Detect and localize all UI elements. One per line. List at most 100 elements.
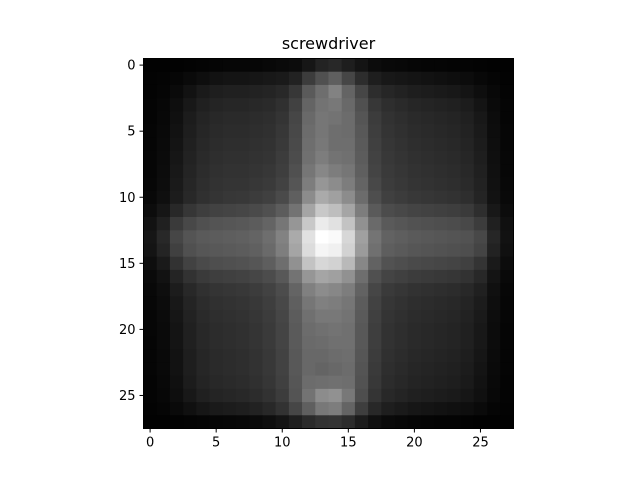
- heatmap-cell: [262, 124, 277, 139]
- heatmap-cell: [275, 151, 290, 165]
- heatmap-cell: [341, 269, 356, 284]
- heatmap-cell: [222, 256, 237, 271]
- heatmap-cell: [341, 190, 356, 205]
- heatmap-cell: [249, 58, 263, 73]
- heatmap-cell: [407, 230, 422, 244]
- heatmap-cell: [275, 349, 290, 363]
- heatmap-cell: [394, 58, 409, 73]
- heatmap-cell: [209, 283, 224, 297]
- heatmap-cell: [236, 84, 250, 99]
- heatmap-cell: [143, 230, 158, 244]
- heatmap-cell: [341, 388, 356, 403]
- heatmap-cell: [394, 362, 409, 377]
- heatmap-cell: [315, 84, 329, 99]
- heatmap-cell: [209, 217, 224, 231]
- heatmap-cell: [236, 269, 250, 284]
- heatmap-cell: [354, 375, 369, 390]
- heatmap-cell: [460, 256, 475, 271]
- heatmap-cell: [434, 98, 448, 112]
- heatmap-cell: [368, 203, 382, 218]
- heatmap-cell: [407, 309, 422, 324]
- heatmap-cell: [209, 98, 224, 112]
- heatmap-cell: [315, 230, 329, 244]
- heatmap-cell: [407, 58, 422, 73]
- heatmap-cell: [288, 124, 303, 139]
- heatmap-cell: [143, 151, 158, 165]
- heatmap-cell: [288, 322, 303, 337]
- heatmap-cell: [487, 388, 501, 403]
- heatmap-cell: [275, 230, 290, 244]
- heatmap-cell: [315, 269, 329, 284]
- heatmap-cell: [434, 402, 448, 416]
- heatmap-cell: [473, 190, 488, 205]
- heatmap-cell: [143, 190, 158, 205]
- heatmap-cell: [447, 349, 462, 363]
- heatmap-cell: [381, 177, 395, 192]
- heatmap-cell: [394, 243, 409, 258]
- heatmap-cell: [500, 336, 514, 350]
- heatmap-cell: [143, 349, 158, 363]
- heatmap-cell: [381, 296, 395, 310]
- heatmap-cell: [249, 71, 263, 86]
- heatmap-cell: [394, 349, 409, 363]
- heatmap-cell: [262, 336, 277, 350]
- heatmap-cell: [368, 322, 382, 337]
- heatmap-cell: [196, 349, 210, 363]
- heatmap-cell: [381, 124, 395, 139]
- heatmap-cell: [341, 336, 356, 350]
- heatmap-cell: [460, 336, 475, 350]
- heatmap-cell: [236, 256, 250, 271]
- heatmap-cell: [236, 362, 250, 377]
- heatmap-cell: [315, 124, 329, 139]
- heatmap-cell: [262, 256, 277, 271]
- heatmap-cell: [368, 151, 382, 165]
- heatmap-cell: [394, 71, 409, 86]
- heatmap-cell: [156, 124, 171, 139]
- heatmap-cell: [183, 296, 197, 310]
- heatmap-cell: [262, 111, 277, 125]
- heatmap-cell: [460, 296, 475, 310]
- heatmap-cell: [236, 164, 250, 178]
- heatmap-cell: [421, 375, 435, 390]
- heatmap-cell: [209, 388, 224, 403]
- heatmap-cell: [262, 362, 277, 377]
- heatmap-cell: [381, 243, 395, 258]
- heatmap-cell: [434, 111, 448, 125]
- heatmap-cell: [196, 151, 210, 165]
- heatmap-cell: [368, 190, 382, 205]
- heatmap-cell: [460, 375, 475, 390]
- heatmap-cell: [421, 415, 435, 429]
- heatmap-cell: [354, 256, 369, 271]
- heatmap-cell: [354, 388, 369, 403]
- heatmap-cell: [354, 243, 369, 258]
- heatmap-cell: [341, 283, 356, 297]
- heatmap-cell: [249, 177, 263, 192]
- heatmap-cell: [209, 362, 224, 377]
- heatmap-cell: [460, 362, 475, 377]
- heatmap-cell: [143, 124, 158, 139]
- heatmap-cell: [394, 111, 409, 125]
- heatmap-cell: [460, 269, 475, 284]
- heatmap-cell: [328, 190, 343, 205]
- heatmap-cell: [473, 124, 488, 139]
- heatmap-cell: [302, 402, 316, 416]
- heatmap-cell: [275, 58, 290, 73]
- heatmap-cell: [460, 283, 475, 297]
- heatmap-cell: [209, 375, 224, 390]
- heatmap-cell: [434, 388, 448, 403]
- heatmap-cell: [169, 137, 184, 152]
- heatmap-cell: [407, 296, 422, 310]
- heatmap-cell: [315, 164, 329, 178]
- heatmap-cell: [434, 256, 448, 271]
- heatmap-cell: [487, 309, 501, 324]
- heatmap-cell: [183, 269, 197, 284]
- heatmap-cell: [328, 217, 343, 231]
- heatmap-cell: [328, 151, 343, 165]
- heatmap-cell: [275, 98, 290, 112]
- heatmap-cell: [169, 269, 184, 284]
- heatmap-cell: [421, 388, 435, 403]
- heatmap-cell: [328, 71, 343, 86]
- x-axis: 0 5 10 15 20 25: [146, 428, 489, 451]
- heatmap-cell: [302, 243, 316, 258]
